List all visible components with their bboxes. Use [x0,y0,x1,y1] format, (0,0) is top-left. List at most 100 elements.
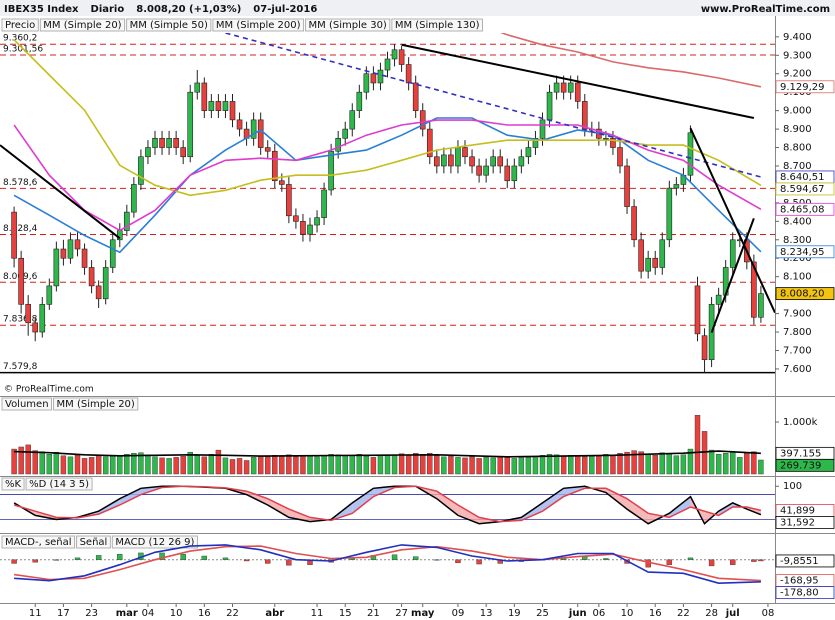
volume-bar [131,453,137,475]
candle-body [504,165,511,182]
stochastic-fill [246,491,268,505]
candle-body [335,138,341,152]
candle-body [46,285,53,305]
candle-body [293,215,299,222]
stochastic-fill [627,498,649,524]
candle-body [67,239,74,259]
legend-box [53,397,139,411]
volume-bar [95,455,102,475]
candle-body [462,147,468,158]
volume-bar [405,455,412,475]
candle-body [321,189,327,218]
legend-label: Precio [5,20,35,31]
header-change: 8.008,20 (+1,03%) [136,4,241,15]
volume-bar [687,448,694,475]
candle-body [673,184,680,189]
volume-bar [272,455,278,475]
candle-body [201,82,208,111]
candle-body [398,49,405,65]
volume-bar [138,452,144,475]
value-tag [775,245,835,259]
trendline [710,218,755,333]
candle-body [751,261,757,318]
candle-body [377,69,384,84]
volume-average [14,450,761,458]
stochastic-fill [457,504,480,524]
value-tag-label: 41,899 [780,505,815,516]
y-tick-label: 8.700 [783,161,812,172]
x-tick-label: 17 [57,608,70,619]
histogram-bar [582,556,588,560]
candle-body [405,64,412,84]
value-tag [775,182,835,196]
volume-bar [730,451,736,475]
volume-bar [525,457,532,475]
volume-bar [455,457,461,475]
candle-body [166,138,172,148]
trendline [689,127,775,314]
legend-box [111,535,198,549]
histogram-bar [201,555,208,560]
volume-bar [300,455,306,475]
volume-bar [434,455,440,475]
legend-label: MM (Simple 130) [395,20,480,31]
legend-box [1,397,53,411]
histogram-bar [286,559,292,566]
histogram-bar [243,559,250,562]
volume-bar [490,457,496,475]
x-tick-label: 04 [142,608,155,619]
panel-borders [0,16,835,604]
candle-body [610,138,616,148]
value-tag [775,586,835,600]
value-tag [775,554,835,568]
candle-body [687,132,694,176]
candle-body [645,257,651,272]
volume-bar [74,455,81,475]
volume-bar [349,455,355,475]
y-tick-label: 9.300 [783,50,812,61]
candle-body [194,82,201,93]
volume-bar [152,456,158,475]
volume-bar [32,450,38,475]
x-tick-label: 15 [339,608,352,619]
volume-bar [124,454,130,475]
candle-body [187,91,194,158]
candle-body [441,154,447,167]
volume-bar [589,456,595,475]
legend-box [391,18,483,32]
histogram-bar [159,552,165,560]
candle-body [567,82,574,93]
candle-body [314,217,320,226]
y-tick-label: 8.400 [783,216,812,227]
candle-body [525,147,532,158]
volume-bar [314,456,320,475]
volume-bar [737,457,743,475]
histogram-bar [666,559,673,565]
volume-bar [46,454,53,475]
header-period: Diario [91,4,125,15]
candle-body [694,285,701,335]
histogram-bar [32,559,38,563]
candle-body [539,119,546,139]
moving-average [13,117,762,254]
volume-bar [659,452,665,475]
x-tick-label: may [411,608,435,619]
level-label: 7.836,8 [3,315,38,325]
candle-body [152,138,158,148]
candle-body [95,285,102,300]
volume-bar [420,454,426,475]
candle-body [60,248,67,259]
volume-bar [180,456,186,475]
volume-bar [257,456,264,475]
candle-body [229,101,236,121]
x-tick-label: 06 [592,608,605,619]
candle-body [208,101,215,111]
candle-body [497,156,504,167]
x-tick-label: 09 [452,608,465,619]
x-tick-label: 08 [762,608,775,619]
candle-body [81,248,88,268]
candle-body [159,138,165,148]
candle-body [659,239,666,268]
legend-box [1,477,25,491]
